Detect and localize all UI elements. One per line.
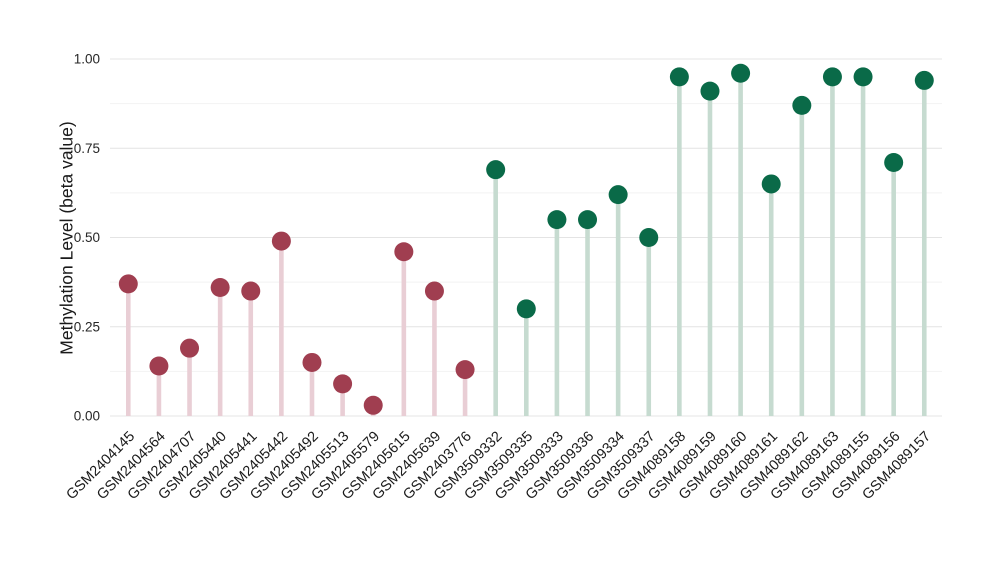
lollipop-dot — [333, 374, 353, 394]
lollipop-dot — [302, 352, 322, 372]
lollipop-dot — [578, 210, 598, 230]
lollipop-dot — [180, 338, 200, 358]
y-axis-tick-label: 0.00 — [74, 409, 100, 424]
lollipop-dot — [149, 356, 169, 376]
lollipop-dot — [608, 185, 628, 205]
y-axis-tick-label: 0.75 — [74, 141, 100, 156]
lollipop-dot — [424, 281, 444, 301]
lollipop-dot — [914, 70, 934, 90]
lollipop-dot — [731, 63, 751, 83]
lollipop-dot — [547, 210, 567, 230]
lollipop-dot — [118, 274, 138, 294]
lollipop-dot — [822, 67, 842, 87]
y-axis-tick-label: 0.50 — [74, 230, 100, 245]
lollipop-dot — [210, 277, 230, 297]
lollipop-dot — [639, 228, 659, 247]
lollipop-dot — [271, 231, 291, 251]
lollipop-dot — [761, 174, 781, 194]
lollipop-dot — [455, 360, 475, 380]
lollipop-dot — [884, 153, 904, 173]
lollipop-dot — [669, 67, 689, 87]
y-axis-tick-label: 1.00 — [74, 52, 100, 67]
lollipop-dot — [853, 67, 873, 87]
y-axis-tick-label: 0.25 — [74, 319, 100, 334]
lollipop-dot — [700, 81, 720, 101]
lollipop-dot — [394, 242, 414, 262]
lollipop-dot — [792, 95, 812, 115]
lollipop-dot — [241, 281, 261, 301]
lollipop-dot — [363, 395, 383, 415]
lollipop-dot — [486, 160, 506, 180]
lollipop-dot — [516, 299, 536, 319]
